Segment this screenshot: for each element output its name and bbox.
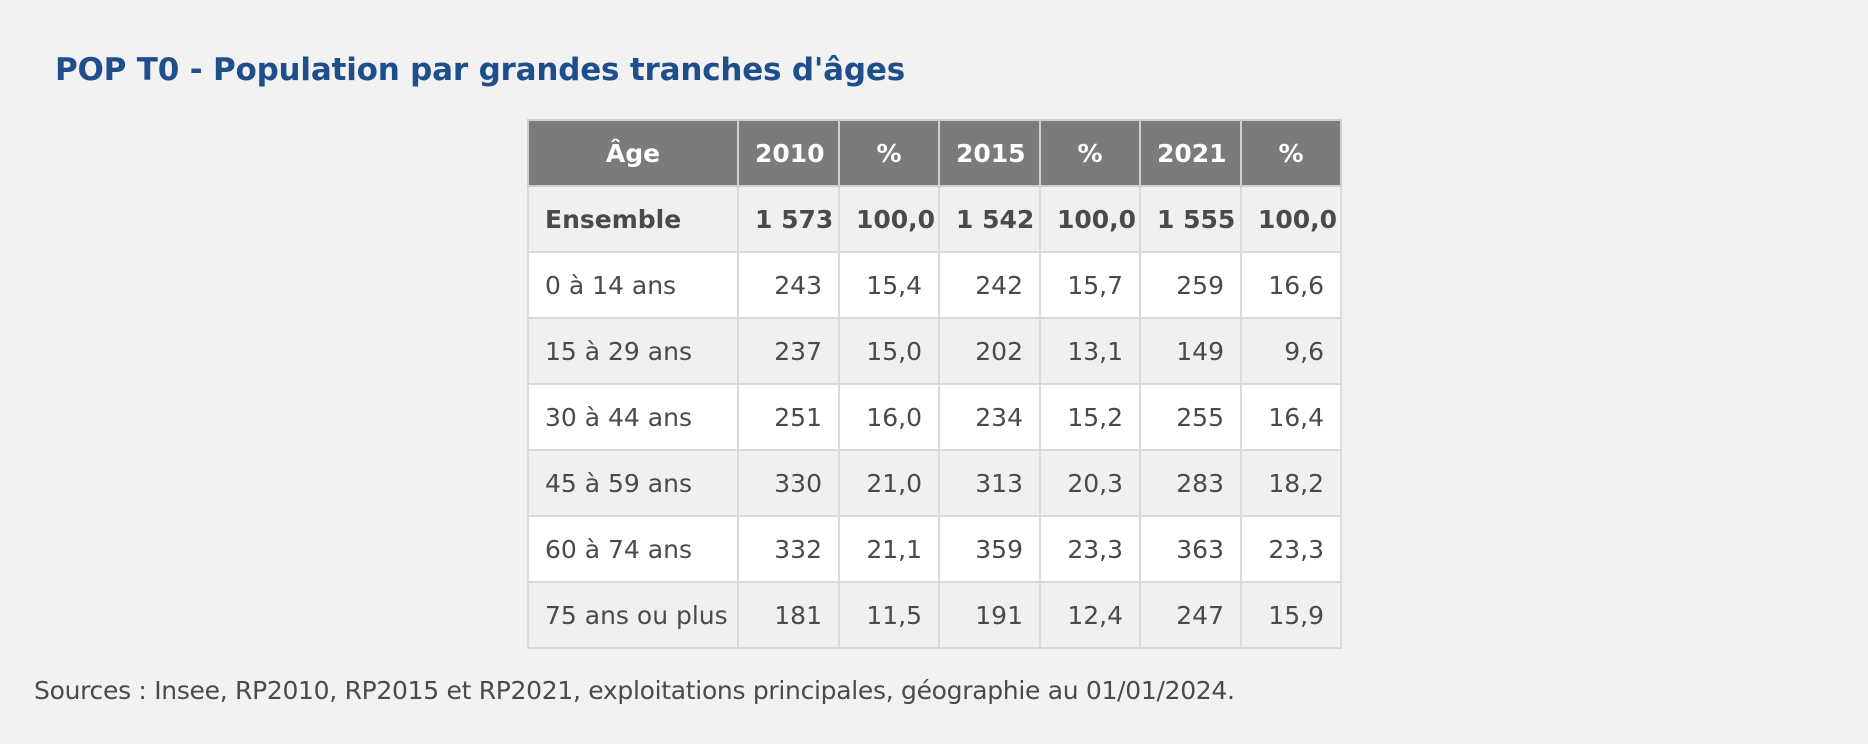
cell-2010: 181	[737, 581, 840, 649]
cell-2021-percent: 9,6	[1240, 317, 1342, 385]
cell-2010: 330	[737, 449, 840, 517]
cell-2021: 149	[1139, 317, 1242, 385]
cell-2021-percent: 100,0	[1240, 185, 1342, 253]
cell-2021: 255	[1139, 383, 1242, 451]
cell-2010-percent: 21,1	[838, 515, 940, 583]
cell-2015: 191	[938, 581, 1041, 649]
cell-2015-percent: 15,7	[1039, 251, 1141, 319]
table-row: 60 à 74 ans 332 21,1 359 23,3 363 23,3	[527, 515, 1342, 583]
table-header: Âge 2010 % 2015 % 2021 %	[527, 119, 1342, 187]
column-header-2021-percent: %	[1240, 119, 1342, 187]
column-header-2015: 2015	[938, 119, 1041, 187]
cell-2010: 332	[737, 515, 840, 583]
column-header-2010-percent: %	[838, 119, 940, 187]
header-row: Âge 2010 % 2015 % 2021 %	[527, 119, 1342, 187]
cell-2010-percent: 100,0	[838, 185, 940, 253]
cell-2015-percent: 13,1	[1039, 317, 1141, 385]
cell-2021-percent: 18,2	[1240, 449, 1342, 517]
cell-2021-percent: 15,9	[1240, 581, 1342, 649]
population-age-table: Âge 2010 % 2015 % 2021 % Ensemble 1 573 …	[527, 119, 1342, 649]
table-row: 45 à 59 ans 330 21,0 313 20,3 283 18,2	[527, 449, 1342, 517]
cell-2010: 1 573	[737, 185, 840, 253]
column-header-2021: 2021	[1139, 119, 1242, 187]
cell-2010: 251	[737, 383, 840, 451]
cell-2015: 234	[938, 383, 1041, 451]
cell-2015-percent: 15,2	[1039, 383, 1141, 451]
table-row: 15 à 29 ans 237 15,0 202 13,1 149 9,6	[527, 317, 1342, 385]
column-header-2010: 2010	[737, 119, 840, 187]
cell-2010-percent: 21,0	[838, 449, 940, 517]
row-label: 75 ans ou plus	[527, 581, 739, 649]
cell-2021-percent: 16,4	[1240, 383, 1342, 451]
cell-2021-percent: 23,3	[1240, 515, 1342, 583]
row-label: 30 à 44 ans	[527, 383, 739, 451]
table-row-ensemble: Ensemble 1 573 100,0 1 542 100,0 1 555 1…	[527, 185, 1342, 253]
cell-2010-percent: 16,0	[838, 383, 940, 451]
table-row: 0 à 14 ans 243 15,4 242 15,7 259 16,6	[527, 251, 1342, 319]
column-header-age: Âge	[527, 119, 739, 187]
cell-2010-percent: 15,4	[838, 251, 940, 319]
cell-2021-percent: 16,6	[1240, 251, 1342, 319]
cell-2010: 243	[737, 251, 840, 319]
table-title: POP T0 - Population par grandes tranches…	[55, 52, 905, 88]
cell-2021: 259	[1139, 251, 1242, 319]
cell-2015: 202	[938, 317, 1041, 385]
cell-2015: 242	[938, 251, 1041, 319]
cell-2015: 359	[938, 515, 1041, 583]
cell-2015-percent: 12,4	[1039, 581, 1141, 649]
cell-2010-percent: 11,5	[838, 581, 940, 649]
table-body: Ensemble 1 573 100,0 1 542 100,0 1 555 1…	[527, 185, 1342, 649]
cell-2021: 247	[1139, 581, 1242, 649]
column-header-2015-percent: %	[1039, 119, 1141, 187]
cell-2015-percent: 23,3	[1039, 515, 1141, 583]
row-label: 45 à 59 ans	[527, 449, 739, 517]
row-label: 0 à 14 ans	[527, 251, 739, 319]
cell-2021: 283	[1139, 449, 1242, 517]
row-label: 15 à 29 ans	[527, 317, 739, 385]
cell-2021: 363	[1139, 515, 1242, 583]
cell-2010: 237	[737, 317, 840, 385]
cell-2010-percent: 15,0	[838, 317, 940, 385]
source-note: Sources : Insee, RP2010, RP2015 et RP202…	[34, 676, 1235, 705]
cell-2015-percent: 100,0	[1039, 185, 1141, 253]
table-row: 30 à 44 ans 251 16,0 234 15,2 255 16,4	[527, 383, 1342, 451]
row-label: Ensemble	[527, 185, 739, 253]
cell-2015: 1 542	[938, 185, 1041, 253]
cell-2015-percent: 20,3	[1039, 449, 1141, 517]
cell-2015: 313	[938, 449, 1041, 517]
table-row: 75 ans ou plus 181 11,5 191 12,4 247 15,…	[527, 581, 1342, 649]
row-label: 60 à 74 ans	[527, 515, 739, 583]
cell-2021: 1 555	[1139, 185, 1242, 253]
